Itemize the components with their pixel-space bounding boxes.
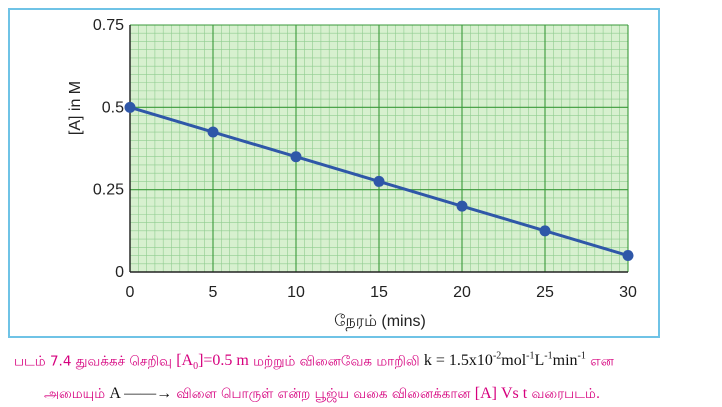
line-chart: 0 5 10 15 20 25 30 0 0.25 0.5 0.75 [A] in M நேரம் … xyxy=(67,17,637,330)
data-point xyxy=(622,250,634,262)
caption-fig-label: படம் 7.4 துவக்கச் செறிவு xyxy=(14,353,172,370)
data-point xyxy=(456,200,468,212)
caption-k-exp3: -1 xyxy=(544,351,553,362)
x-tick-label: 10 xyxy=(287,284,305,301)
x-tick-label: 0 xyxy=(126,284,135,301)
caption-line-1: படம் 7.4 துவக்கச் செறிவு [A0]=0.5 m மற்ற… xyxy=(14,344,714,381)
caption-k-exp4: -1 xyxy=(577,351,586,362)
data-point xyxy=(290,151,302,163)
caption-line2-mid: விளை பொருள் என்ற பூஜ்ய வகை வினைக்கான xyxy=(176,385,471,402)
plot-area: 0 5 10 15 20 25 30 0 0.25 0.5 0.75 xyxy=(93,17,637,301)
data-point xyxy=(539,225,551,237)
caption-k-min: min xyxy=(552,352,578,370)
caption-a0-close: ]=0.5 m xyxy=(198,352,249,370)
y-tick-label: 0.75 xyxy=(93,17,124,34)
caption-k-exp1: -2 xyxy=(492,351,502,362)
chart-frame xyxy=(8,8,660,338)
y-tick-label: 0 xyxy=(115,264,124,281)
x-tick-label: 30 xyxy=(619,284,637,301)
y-tick-label: 0.25 xyxy=(93,182,124,199)
caption-line-2: அமையும் A ——→ விளை பொருள் என்ற பூஜ்ய வகை… xyxy=(14,381,714,407)
y-axis-label: [A] in M xyxy=(67,81,84,135)
x-tick-label: 20 xyxy=(453,284,471,301)
x-tick-label: 5 xyxy=(209,284,218,301)
figure-caption: படம் 7.4 துவக்கச் செறிவு [A0]=0.5 m மற்ற… xyxy=(14,344,714,407)
caption-plot-ref: [A] Vs t xyxy=(474,384,528,402)
x-tick-label: 25 xyxy=(536,284,554,301)
x-tick-label: 15 xyxy=(370,284,388,301)
caption-k-exp2: -1 xyxy=(526,351,535,362)
axis-labels: [A] in M நேரம் (mins) xyxy=(67,81,426,330)
caption-end-line1: என xyxy=(590,353,614,370)
caption-mid-text: மற்றும் வினைவேக மாறிலி xyxy=(253,353,420,370)
caption-a0-open: [A xyxy=(176,352,194,370)
caption-k-mol: mol xyxy=(501,352,527,370)
caption-k-base: k = 1.5x10 xyxy=(423,352,493,370)
caption-line2-end: வரைபடம். xyxy=(531,385,601,402)
data-point xyxy=(124,101,136,113)
caption-reaction: A ——→ xyxy=(109,384,173,402)
caption-a0-sub: 0 xyxy=(193,361,199,373)
data-point xyxy=(373,175,385,187)
data-point xyxy=(207,126,219,138)
caption-k-L: L xyxy=(534,352,545,370)
caption-line2-start: அமையும் xyxy=(44,385,106,402)
x-axis-label: நேரம் (mins) xyxy=(334,313,426,330)
y-tick-label: 0.5 xyxy=(102,99,124,116)
